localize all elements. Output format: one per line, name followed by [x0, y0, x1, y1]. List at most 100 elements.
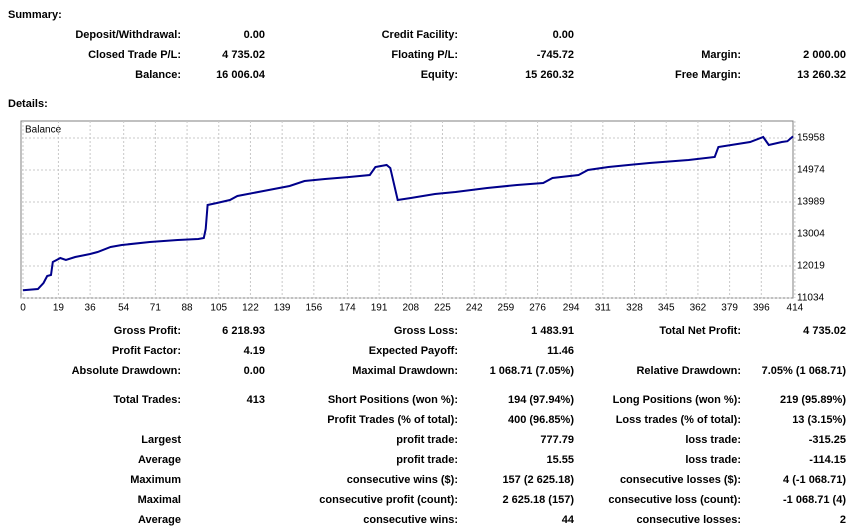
- x-tick-label: 88: [182, 303, 194, 314]
- x-tick-label: 156: [306, 303, 323, 314]
- y-tick-label: 12019: [797, 261, 825, 272]
- field-label: Balance:: [135, 69, 181, 81]
- x-tick-label: 328: [626, 303, 643, 314]
- field-label: Total Trades:: [113, 394, 181, 406]
- field-label: Maximal Drawdown:: [352, 365, 458, 377]
- field-label: Free Margin:: [675, 69, 741, 81]
- y-tick-label: 13004: [797, 229, 825, 240]
- field-label: profit trade:: [396, 434, 458, 446]
- x-tick-label: 139: [274, 303, 291, 314]
- field-value: 0.00: [553, 29, 574, 41]
- field-label: Margin:: [701, 49, 741, 61]
- field-label: loss trade:: [685, 454, 741, 466]
- field-label: consecutive loss (count):: [608, 494, 741, 506]
- x-tick-label: 259: [498, 303, 515, 314]
- field-value: 4 (-1 068.71): [783, 474, 846, 486]
- x-tick-label: 242: [466, 303, 483, 314]
- field-value: 413: [247, 394, 265, 406]
- x-tick-label: 379: [721, 303, 738, 314]
- field-label: profit trade:: [396, 454, 458, 466]
- x-tick-label: 311: [595, 303, 611, 314]
- field-label: Profit Factor:: [112, 345, 181, 357]
- field-value: 11.46: [547, 345, 574, 357]
- field-value: 15 260.32: [525, 69, 574, 81]
- x-tick-label: 276: [529, 303, 546, 314]
- x-tick-label: 36: [85, 303, 97, 314]
- field-value: 4.19: [244, 345, 265, 357]
- field-value: 1 483.91: [531, 325, 574, 337]
- y-tick-label: 14974: [797, 165, 825, 176]
- field-value: 400 (96.85%): [508, 414, 574, 426]
- field-label: Short Positions (won %):: [328, 394, 458, 406]
- field-label: Total Net Profit:: [659, 325, 741, 337]
- field-label: Credit Facility:: [382, 29, 458, 41]
- field-label: Gross Profit:: [114, 325, 181, 337]
- field-label: Largest: [141, 434, 181, 446]
- field-label: Long Positions (won %):: [613, 394, 741, 406]
- field-value: 0.00: [244, 365, 265, 377]
- field-value: 194 (97.94%): [508, 394, 574, 406]
- field-label: Floating P/L:: [391, 49, 458, 61]
- field-label: Deposit/Withdrawal:: [75, 29, 181, 41]
- field-value: 4 735.02: [803, 325, 846, 337]
- field-label: Closed Trade P/L:: [88, 49, 181, 61]
- field-value: 44: [562, 514, 575, 526]
- y-tick-label: 13989: [797, 197, 825, 208]
- x-tick-label: 19: [53, 303, 65, 314]
- field-value: 157 (2 625.18): [502, 474, 574, 486]
- summary-title: Summary:: [8, 9, 62, 21]
- field-label: Maximum: [130, 474, 181, 486]
- field-label: Loss trades (% of total):: [616, 414, 741, 426]
- field-label: Average: [138, 514, 181, 526]
- chart-frame: [20, 120, 794, 299]
- field-value: 7.05% (1 068.71): [762, 365, 847, 377]
- field-value: 16 006.04: [216, 69, 266, 81]
- details-title: Details:: [8, 98, 48, 110]
- x-tick-label: 294: [563, 303, 580, 314]
- field-value: -745.72: [537, 49, 574, 61]
- x-tick-label: 208: [402, 303, 419, 314]
- field-value: 13 260.32: [797, 69, 846, 81]
- field-label: Average: [138, 454, 181, 466]
- field-value: -114.15: [809, 454, 846, 466]
- field-value: 0.00: [244, 29, 265, 41]
- field-value: 2 000.00: [803, 49, 846, 61]
- field-value: 2: [840, 514, 846, 526]
- field-label: Profit Trades (% of total):: [327, 414, 458, 426]
- x-tick-label: 54: [118, 303, 130, 314]
- field-value: 1 068.71 (7.05%): [490, 365, 575, 377]
- field-value: 2 625.18 (157): [502, 494, 574, 506]
- field-label: consecutive wins ($):: [347, 474, 458, 486]
- y-tick-label: 11034: [797, 293, 825, 304]
- field-label: consecutive losses:: [636, 514, 741, 526]
- x-tick-label: 71: [150, 303, 162, 314]
- field-label: consecutive wins:: [363, 514, 458, 526]
- x-tick-label: 105: [210, 303, 227, 314]
- field-value: 6 218.93: [222, 325, 265, 337]
- x-tick-label: 122: [242, 303, 259, 314]
- x-tick-label: 191: [371, 303, 388, 314]
- field-label: Expected Payoff:: [369, 345, 458, 357]
- field-value: 13 (3.15%): [792, 414, 846, 426]
- field-value: -315.25: [809, 434, 846, 446]
- x-tick-label: 0: [20, 303, 26, 314]
- x-tick-label: 225: [434, 303, 451, 314]
- legend-label: Balance: [25, 125, 62, 136]
- x-tick-label: 396: [753, 303, 770, 314]
- y-tick-label: 15958: [797, 133, 825, 144]
- field-value: 219 (95.89%): [780, 394, 846, 406]
- field-value: -1 068.71 (4): [783, 494, 846, 506]
- field-value: 4 735.02: [222, 49, 265, 61]
- field-label: Gross Loss:: [394, 325, 458, 337]
- field-label: Maximal: [138, 494, 181, 506]
- field-label: Equity:: [421, 69, 458, 81]
- x-tick-label: 345: [658, 303, 675, 314]
- field-label: consecutive profit (count):: [319, 494, 458, 506]
- field-value: 15.55: [546, 454, 574, 466]
- field-label: Relative Drawdown:: [636, 365, 741, 377]
- field-label: consecutive losses ($):: [620, 474, 741, 486]
- x-tick-label: 414: [787, 303, 804, 314]
- field-value: 777.79: [540, 434, 574, 446]
